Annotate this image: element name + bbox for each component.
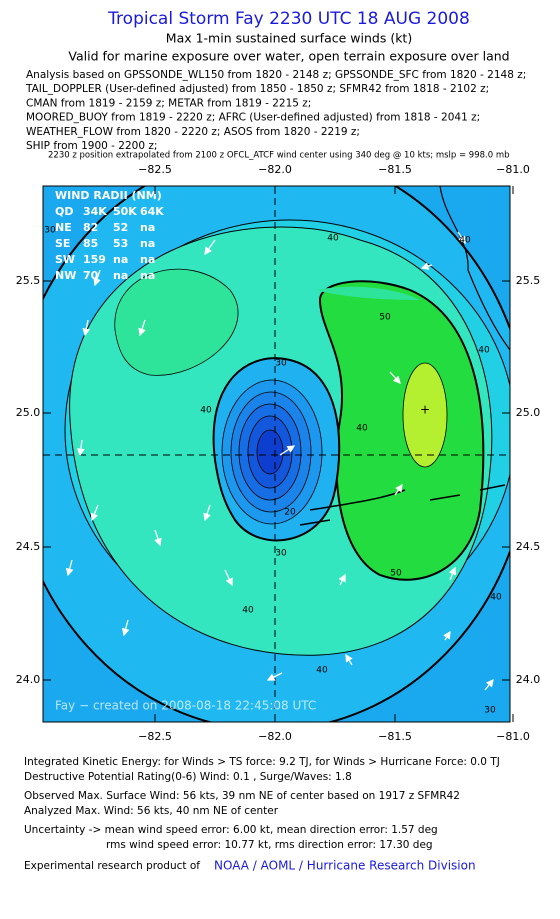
lon-label: −81.0 [496, 730, 530, 743]
wind-radii-cell: 50K [113, 205, 137, 218]
wind-radii-cell: NE [55, 221, 72, 234]
contour-label: 30 [275, 359, 287, 369]
contour-label: 30 [44, 226, 56, 236]
wind-radii-cell: 64K [140, 205, 164, 218]
position-note: 2230 z position extrapolated from 2100 z… [48, 151, 510, 161]
watermark: Fay − created on 2008-08-18 22:45:08 UTC [55, 699, 316, 713]
lon-label: −82.5 [138, 730, 172, 743]
wind-radii-cell: na [113, 269, 128, 282]
wind-radii-title: WIND RADII (NM) [55, 189, 162, 202]
contour-label: 50 [390, 569, 402, 579]
analysis-line: WEATHER_FLOW from 1820 - 2220 z; ASOS fr… [26, 126, 360, 138]
wind-field: + 40 50 40 30 30 20 40 40 40 50 40 30 40 30 40 WIND RA… [43, 186, 510, 722]
analysis-line: Analysis based on GPSSONDE_WL150 from 18… [26, 69, 526, 81]
wind-radii-cell: 34K [83, 205, 107, 218]
wind-radii-cell: SE [55, 237, 70, 250]
footer-line: rms wind speed error: 10.77 kt, rms dire… [106, 839, 433, 851]
wind-radii-cell: na [113, 253, 128, 266]
lat-label: 25.5 [516, 274, 541, 287]
contour-label: 40 [356, 424, 368, 434]
contour-label: 40 [459, 236, 471, 246]
contour-label: 20 [284, 508, 296, 518]
footer-line: Observed Max. Surface Wind: 56 kts, 39 n… [24, 790, 460, 802]
lat-label: 25.0 [16, 406, 41, 419]
lon-label: −81.5 [378, 163, 412, 176]
lat-label: 24.5 [16, 540, 41, 553]
footer-line: Uncertainty -> mean wind speed error: 6.… [24, 824, 438, 836]
contour-label: 40 [242, 606, 254, 616]
lon-label: −82.5 [138, 163, 172, 176]
wind-radii-cell: 52 [113, 221, 128, 234]
wind-radii-cell: 159 [83, 253, 106, 266]
wind-radii-cell: na [140, 221, 155, 234]
contour-label: 30 [484, 706, 496, 716]
analysis-line: CMAN from 1819 - 2159 z; METAR from 1819… [26, 97, 311, 109]
wind-radii-cell: NW [55, 269, 76, 282]
analysis-line: SHIP from 1900 - 2200 z; [26, 140, 157, 152]
contour-label: 40 [327, 234, 339, 244]
wind-radii-cell: 85 [83, 237, 98, 250]
lat-label: 25.5 [16, 274, 41, 287]
wind-radii-cell: 70 [83, 269, 99, 282]
lat-label: 25.0 [516, 406, 541, 419]
credit-prefix: Experimental research product of [24, 860, 200, 872]
wind-radii-cell: 82 [83, 221, 98, 234]
lat-label: 24.0 [16, 673, 41, 686]
contour-label: 50 [379, 313, 391, 323]
contour-label: 40 [478, 346, 490, 356]
wind-radii-cell: QD [55, 205, 73, 218]
footer-line: Analyzed Max. Wind: 56 kts, 40 nm NE of … [24, 805, 279, 817]
contour-label: 40 [490, 593, 502, 603]
lon-label: −81.5 [378, 730, 412, 743]
wind-radii-cell: na [140, 253, 155, 266]
analysis-line: MOORED_BUOY from 1819 - 2220 z; AFRC (Us… [26, 112, 480, 124]
footer-line: Destructive Potential Rating(0-6) Wind: … [24, 771, 352, 783]
lat-label: 24.0 [516, 673, 541, 686]
analysis-line: TAIL_DOPPLER (User-defined adjusted) fro… [25, 83, 489, 95]
contour-label: 40 [316, 666, 328, 676]
title: Tropical Storm Fay 2230 UTC 18 AUG 2008 [107, 9, 470, 29]
credit-org: NOAA / AOML / Hurricane Research Divisio… [214, 859, 476, 873]
svg-text:+: + [420, 403, 430, 417]
contour-label: 30 [275, 549, 287, 559]
wind-radii-cell: 53 [113, 237, 128, 250]
wind-radii-cell: na [140, 269, 155, 282]
lon-label: −82.0 [258, 163, 292, 176]
lat-label: 24.5 [516, 540, 541, 553]
footer-line: Integrated Kinetic Energy: for Winds > T… [24, 756, 500, 768]
lon-label: −81.0 [496, 163, 530, 176]
lon-label: −82.0 [258, 730, 292, 743]
map-frame [42, 185, 511, 723]
wind-radii-cell: SW [55, 253, 75, 266]
subtitle: Max 1-min sustained surface winds (kt) [166, 31, 412, 46]
contour-label: 40 [200, 406, 212, 416]
validity: Valid for marine exposure over water, op… [68, 49, 509, 64]
wind-radii-cell: na [140, 237, 155, 250]
